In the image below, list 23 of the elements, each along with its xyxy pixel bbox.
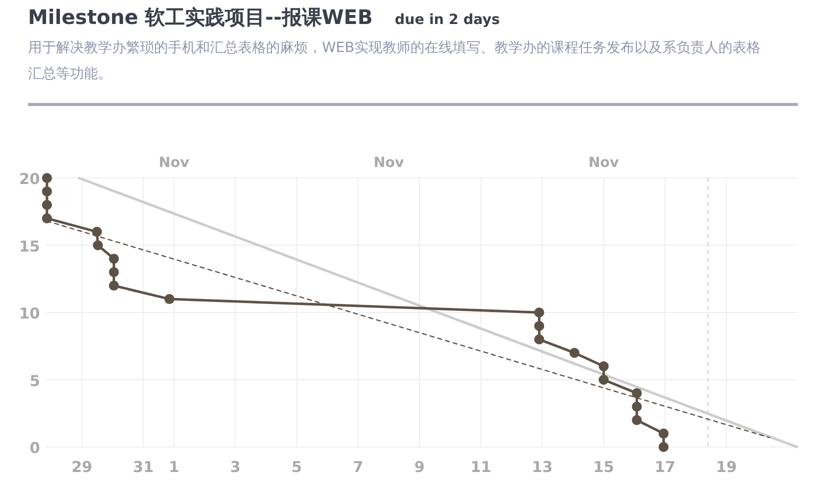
x-tick-label: 7 [352,458,364,476]
x-tick-label: 17 [654,458,676,476]
y-tick-label: 0 [30,439,40,457]
y-tick-label: 20 [19,170,40,188]
y-tick-label: 5 [30,372,40,390]
x-tick-label: 29 [71,458,92,476]
x-tick-label: 5 [292,458,302,476]
x2-tick-label: Nov [588,155,619,171]
chart-title: Milestone 软工实践项目--报课WEB [28,5,373,29]
x2-tick-label: Nov [374,155,404,171]
x2-tick-label: Nov [158,155,190,171]
y-tick-label: 15 [19,237,40,256]
y-tick-label: 10 [19,304,40,322]
x-tick-label: 13 [532,458,553,476]
text: due in 2 days [394,12,500,28]
x-tick-label: 19 [716,458,737,476]
x-tick-label: 3 [230,458,241,476]
x-tick-label: 15 [593,458,614,476]
x-tick-label: 1 [168,458,180,476]
x-tick-label: 9 [414,458,425,476]
x-tick-label: 31 [132,458,154,476]
chart-subtitle: 用于解决教学办繁琐的手机和汇总表格的麻烦，WEB实现教师的在线填写、教学办的课程任务发布以及系负责人的表格汇总等功能。 [28,39,762,84]
x-tick-label: 11 [470,458,492,476]
